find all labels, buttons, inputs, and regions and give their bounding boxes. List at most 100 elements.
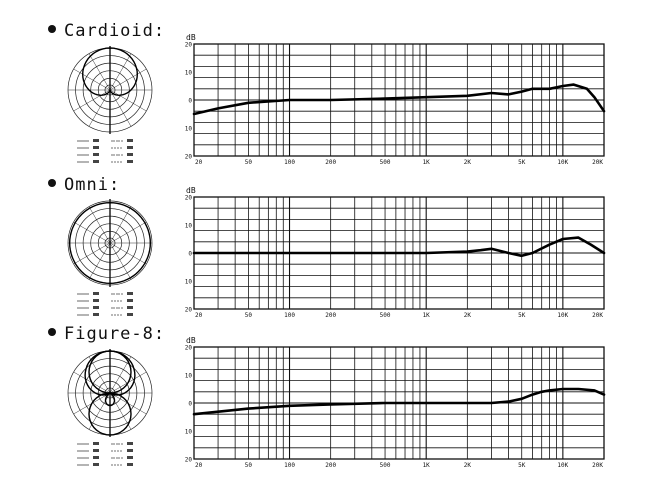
x-tick-label: 500: [380, 462, 391, 469]
legend-mark: [93, 160, 99, 163]
x-tick-label: 20K: [592, 462, 603, 469]
y-tick-label: 10: [185, 70, 193, 77]
figure8-curve: [84, 350, 136, 407]
x-tick-label: 20: [195, 159, 203, 166]
y-tick-label: 20: [185, 457, 193, 464]
x-tick-label: 50: [245, 462, 253, 469]
polar-spoke: [88, 53, 111, 91]
legend-mark: [127, 292, 133, 295]
pattern-title-figure8-label: Figure-8:: [64, 324, 166, 344]
x-tick-label: 5K: [518, 312, 526, 319]
polar-spoke: [88, 206, 111, 244]
legend-mark: [127, 153, 133, 156]
pattern-title-cardioid-label: Cardioid:: [64, 21, 166, 41]
y-tick-label: 10: [185, 429, 193, 436]
y-tick-label: 10: [185, 279, 193, 286]
legend-mark: [127, 146, 133, 149]
polar-spoke: [88, 356, 111, 394]
y-tick-label: 10: [185, 223, 193, 230]
x-tick-label: 20K: [592, 312, 603, 319]
legend-mark: [127, 442, 133, 445]
y-axis-label: dB: [186, 336, 196, 345]
legend-mark: [127, 139, 133, 142]
bullet-icon: [48, 179, 56, 187]
legend-mark: [93, 313, 99, 316]
x-tick-label: 10K: [557, 159, 568, 166]
x-tick-label: 50: [245, 159, 253, 166]
legend-mark: [93, 292, 99, 295]
y-tick-label: 10: [185, 373, 193, 380]
polar-spoke: [73, 68, 111, 91]
x-tick-label: 20: [195, 312, 203, 319]
y-tick-label: 0: [188, 401, 192, 408]
polar-spoke: [109, 242, 132, 280]
x-tick-label: 100: [284, 462, 295, 469]
pattern-title-figure8: Figure-8:: [48, 324, 165, 344]
polar-spoke: [109, 53, 132, 91]
x-tick-label: 50: [245, 312, 253, 319]
legend-mark: [93, 456, 99, 459]
legend-mark: [127, 313, 133, 316]
y-tick-label: 20: [185, 307, 193, 314]
polar-spoke: [109, 242, 147, 265]
plot-frame: [193, 346, 605, 460]
polar-diagram-figure8: [67, 349, 153, 466]
pattern-title-omni-label: Omni:: [64, 175, 121, 195]
polar-spoke: [73, 242, 111, 265]
plot-frame: [193, 43, 605, 157]
polar-spoke: [88, 242, 111, 280]
response-curve: [192, 387, 606, 416]
y-axis-label: dB: [186, 186, 196, 195]
x-tick-label: 2K: [464, 159, 472, 166]
polar-spoke: [109, 89, 132, 127]
pattern-title-omni: Omni:: [48, 175, 120, 195]
legend-mark: [93, 146, 99, 149]
y-axis-label: dB: [186, 33, 196, 42]
polar-diagram-omni: [67, 199, 153, 316]
x-tick-label: 200: [325, 159, 336, 166]
pattern-title-cardioid: Cardioid:: [48, 21, 165, 41]
figure8-curve: [88, 350, 132, 436]
polar-spoke: [73, 89, 111, 112]
legend-mark: [127, 160, 133, 163]
y-tick-label: 20: [185, 42, 193, 49]
x-tick-label: 20: [195, 462, 203, 469]
x-tick-label: 200: [325, 312, 336, 319]
x-tick-label: 10K: [557, 462, 568, 469]
legend-mark: [93, 463, 99, 466]
polar-diagram-cardioid: [67, 46, 153, 163]
x-tick-label: 5K: [518, 462, 526, 469]
y-tick-label: 20: [185, 154, 193, 161]
x-tick-label: 200: [325, 462, 336, 469]
x-tick-label: 500: [380, 312, 391, 319]
x-tick-label: 100: [284, 312, 295, 319]
legend-mark: [93, 153, 99, 156]
y-tick-label: 20: [185, 195, 193, 202]
x-tick-label: 20K: [592, 159, 603, 166]
legend-mark: [93, 442, 99, 445]
legend-mark: [93, 139, 99, 142]
response-curve: [192, 236, 606, 258]
polar-spoke: [109, 206, 132, 244]
legend-mark: [127, 463, 133, 466]
polar-spoke: [109, 392, 132, 430]
legend-mark: [93, 449, 99, 452]
bullet-icon: [48, 25, 56, 33]
x-tick-label: 1K: [423, 159, 431, 166]
response-curve: [192, 83, 606, 116]
x-tick-label: 1K: [423, 462, 431, 469]
x-tick-label: 500: [380, 159, 391, 166]
legend-mark: [93, 299, 99, 302]
polar-spoke: [88, 392, 111, 430]
x-tick-label: 5K: [518, 159, 526, 166]
omni-curve: [68, 202, 152, 285]
y-tick-label: 10: [185, 126, 193, 133]
x-tick-label: 2K: [464, 462, 472, 469]
legend-mark: [127, 456, 133, 459]
x-tick-label: 100: [284, 159, 295, 166]
polar-spoke: [73, 221, 111, 244]
x-tick-label: 10K: [557, 312, 568, 319]
